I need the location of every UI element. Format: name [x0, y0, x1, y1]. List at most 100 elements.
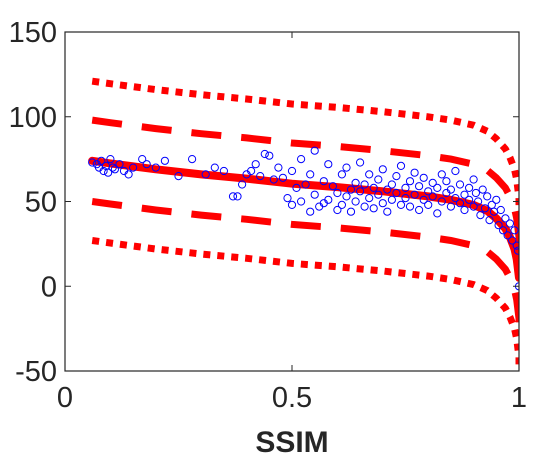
scatter-point	[104, 168, 113, 177]
scatter-point	[365, 194, 374, 203]
series-layer	[88, 77, 519, 371]
scatter-point	[365, 170, 374, 179]
scatter-point	[292, 183, 301, 192]
scatter-point	[342, 192, 351, 201]
scatter-point	[405, 177, 415, 186]
scatter-point	[360, 180, 369, 189]
scatter-point	[310, 190, 319, 199]
scatter-point	[419, 173, 428, 182]
scatter-point	[419, 195, 428, 204]
y-tick-label: 50	[25, 187, 57, 219]
scatter-point	[287, 166, 297, 176]
scatter-point	[501, 214, 510, 223]
y-tick-label: 150	[9, 17, 57, 49]
scatter-point	[471, 188, 480, 198]
scatter-point	[346, 207, 356, 216]
scatter-point	[337, 170, 346, 179]
scatter-point	[510, 226, 519, 235]
x-axis-title: SSIM	[255, 426, 328, 459]
scatter-point	[428, 192, 437, 201]
scatter-point	[110, 165, 120, 174]
scatter-point	[188, 155, 197, 164]
scatter-point	[492, 195, 501, 204]
scatter-point	[297, 197, 306, 206]
scatter-point	[129, 163, 138, 172]
scatter-point	[251, 160, 260, 169]
scatter-point	[328, 182, 337, 191]
scatter-point	[306, 170, 315, 179]
x-tick-label: 0.5	[272, 382, 312, 414]
scatter-point	[319, 177, 328, 186]
scatter-point	[383, 207, 392, 216]
scatter-point	[256, 172, 265, 181]
scatter-point	[469, 202, 478, 211]
y-tick-label: 100	[9, 102, 57, 134]
scatter-point	[283, 194, 292, 203]
scatter-point	[115, 160, 124, 169]
scatter-point	[503, 231, 512, 240]
scatter-point	[387, 195, 396, 204]
scatter-point	[356, 187, 365, 196]
scatter-point	[108, 163, 117, 172]
scatter-point	[351, 178, 360, 187]
scatter-point	[514, 246, 519, 255]
scatter-point	[269, 175, 278, 184]
scatter-point	[260, 149, 269, 159]
scatter-point	[460, 205, 469, 215]
scatter-point	[433, 209, 442, 218]
y-tick-label: -50	[15, 356, 57, 388]
scatter-point	[424, 187, 433, 196]
scatter-point	[201, 170, 210, 179]
scatter-point	[97, 156, 106, 165]
scatter-point	[387, 180, 396, 189]
scatter-point	[478, 185, 487, 194]
scatter-point	[494, 221, 503, 230]
scatter-point	[433, 183, 442, 192]
scatter-point	[265, 151, 274, 160]
scatter-point	[469, 175, 478, 184]
scatter-point	[410, 190, 419, 199]
scatter-point	[401, 183, 410, 192]
scatter-point	[333, 205, 342, 215]
scatter-point	[428, 178, 437, 187]
scatter-point	[374, 175, 383, 184]
scatter-point	[356, 158, 365, 167]
scatter-point	[99, 166, 108, 176]
band-line-dashed-lower	[91, 198, 519, 335]
scatter-point	[306, 207, 315, 216]
scatter-point	[410, 168, 419, 177]
scatter-point	[383, 185, 392, 194]
scatter-point	[378, 165, 387, 174]
scatter-point	[378, 199, 387, 208]
scatter-point	[88, 158, 97, 167]
scatter-point	[287, 200, 297, 209]
scatter-point	[138, 155, 147, 164]
scatter-point	[360, 202, 369, 211]
scatter-point	[405, 202, 415, 211]
x-tick-label: 0	[57, 382, 73, 414]
scatter-point	[324, 195, 333, 204]
scatter-point	[219, 166, 228, 176]
scatter-point	[369, 183, 378, 192]
scatter-point	[505, 219, 514, 228]
scatter-point	[442, 177, 451, 186]
scatter-point	[460, 190, 469, 199]
scatter-point	[324, 160, 333, 169]
scatter-point	[301, 180, 310, 189]
scatter-point	[401, 194, 410, 203]
band-line-dashed-upper	[91, 116, 519, 270]
scatter-point	[496, 205, 505, 215]
scatter-point	[297, 155, 306, 164]
scatter-point	[465, 183, 474, 192]
scatter-point	[151, 163, 160, 172]
scatter-point	[238, 180, 247, 189]
x-tick-label: 1	[511, 382, 527, 414]
scatter-point	[446, 185, 455, 194]
scatter-point	[483, 192, 492, 201]
scatter-point	[210, 163, 219, 172]
scatter-point	[142, 160, 151, 169]
scatter-point	[342, 163, 351, 172]
scatter-point	[106, 155, 115, 164]
